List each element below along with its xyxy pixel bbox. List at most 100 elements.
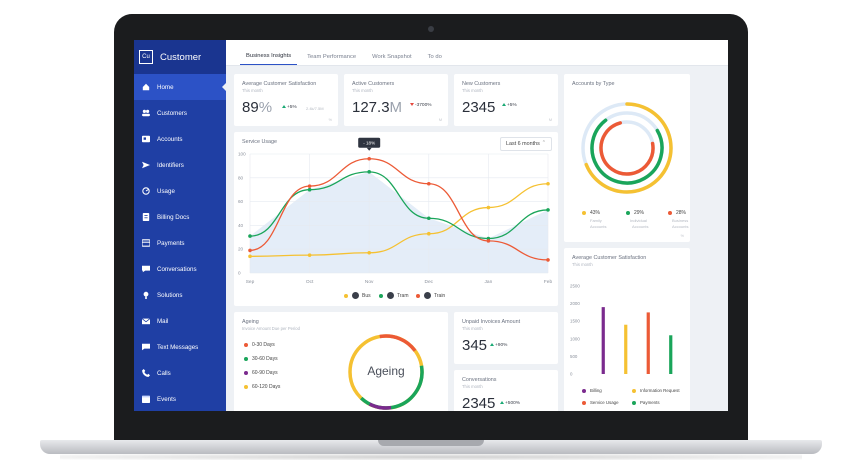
sidebar-item-payments[interactable]: Payments: [134, 230, 226, 256]
y-tick-label: 1500: [570, 319, 580, 324]
legend-train[interactable]: Train: [416, 292, 445, 299]
ring-business: [599, 120, 655, 176]
legend-bus[interactable]: Bus: [344, 292, 371, 299]
tab-work-snapshot[interactable]: Work Snapshot: [372, 54, 412, 60]
y-tick-label: 2000: [570, 301, 580, 306]
sidebar-item-label: Home: [157, 83, 174, 91]
kpi-value: 127.3M: [352, 99, 403, 116]
legend-dot: [416, 293, 420, 298]
tram-icon: [387, 292, 394, 299]
sidebar-item-usage[interactable]: Usage: [134, 178, 226, 204]
range-dropdown[interactable]: Last 6 months ⌃: [500, 137, 552, 151]
ageing-legend-30-60: 30-60 Days: [244, 356, 278, 362]
accounts-by-type-card[interactable]: Accounts by Type 43% Family Accounts 29%…: [564, 74, 690, 242]
sidebar-item-home[interactable]: Home: [134, 74, 226, 100]
card-title: Average Customer Satisfaction: [242, 81, 317, 87]
service-usage-card[interactable]: Service Usage Last 6 months ⌃ 100 80 60 40 20…: [234, 132, 558, 306]
data-point-bus: [486, 205, 491, 210]
data-point-tram: [248, 234, 252, 238]
card-subtitle: This month: [352, 88, 373, 93]
tab-team-performance[interactable]: Team Performance: [307, 54, 357, 60]
arrow-up-icon: [500, 401, 504, 404]
card-subtitle: This month: [462, 326, 483, 331]
legend-tram[interactable]: Tram: [379, 292, 408, 299]
sidebar-item-label: Identifiers: [157, 161, 184, 169]
card-corner-unit: %: [328, 118, 332, 122]
avg-satisfaction-bar-chart: 2500 2000 1500 1000 500 0: [570, 284, 673, 377]
x-tick-label: Dec: [425, 279, 434, 285]
x-tick-label: Nov: [365, 279, 374, 285]
sidebar-item-events[interactable]: Events: [134, 386, 226, 411]
sidebar-item-conversations[interactable]: Conversations: [134, 256, 226, 282]
conversations-card[interactable]: Conversations This month 2345 +500%: [454, 370, 558, 411]
card-title: Unpaid Invoices Amount: [462, 319, 521, 325]
y-tick-label: 80: [238, 175, 244, 180]
bar-legend-service-usage: Service Usage: [582, 400, 619, 405]
account-type-family: 43%: [582, 210, 600, 216]
sidebar-item-text-messages[interactable]: Text Messages: [134, 334, 226, 360]
sidebar-item-calls[interactable]: Calls: [134, 360, 226, 386]
phone-icon: [142, 369, 150, 377]
legend-dot: [582, 400, 586, 405]
message-icon: [142, 343, 150, 351]
service-usage-chart: 100 80 60 40 20 0 Sep Oct Nov Dec Jan Feb - 18%: [238, 137, 553, 285]
legend-dot: [582, 211, 586, 215]
kpi-new-card[interactable]: New Customers This month 2345 +5% M: [454, 74, 558, 126]
ageing-donut: [348, 334, 424, 410]
card-title: Average Customer Satisfaction: [572, 255, 647, 261]
ageing-card[interactable]: Ageing Invoice Amount Due per Period 0-3…: [234, 312, 448, 411]
legend-dot: [632, 388, 636, 393]
ageing-arc-purple: [348, 334, 424, 410]
sidebar-item-label: Mail: [157, 317, 169, 325]
y-tick-label: 60: [238, 199, 244, 204]
data-point-tram: [307, 187, 312, 192]
chart-tooltip-text: - 18%: [363, 140, 375, 145]
brand[interactable]: Cu Customer: [134, 40, 226, 74]
kpi-delta: +90%: [490, 343, 507, 348]
laptop-shadow: [60, 454, 802, 460]
legend-dot: [668, 211, 672, 215]
y-tick-label: 0: [238, 271, 241, 276]
sidebar-item-label: Usage: [157, 187, 175, 195]
credit-card-icon: [142, 239, 150, 247]
laptop-notch: [378, 440, 484, 446]
ageing-center-label: Ageing: [367, 364, 405, 378]
unpaid-invoices-card[interactable]: Unpaid Invoices Amount This month 345 +9…: [454, 312, 558, 364]
sidebar-item-label: Payments: [157, 239, 185, 247]
kpi-active-card[interactable]: Active Customers This month 127.3M -3700…: [344, 74, 448, 126]
tab-to-do[interactable]: To do: [427, 54, 442, 60]
kpi-delta: +5%: [282, 105, 297, 110]
ageing-legend-60-120: 60-120 Days: [244, 384, 280, 390]
sidebar-item-billing-docs[interactable]: Billing Docs: [134, 204, 226, 230]
legend-dot: [244, 343, 248, 347]
kpi-delta: +500%: [500, 401, 520, 406]
data-point-bus: [307, 253, 312, 257]
sidebar-item-mail[interactable]: Mail: [134, 308, 226, 334]
avg-satisfaction-bars-card[interactable]: Average Customer Satisfaction This month…: [564, 248, 690, 411]
sidebar-item-label: Accounts: [157, 135, 183, 143]
data-point-train: [427, 181, 431, 186]
arrow-up-icon: [282, 105, 286, 108]
data-point-train: [248, 248, 252, 253]
sidebar-item-label: Solutions: [157, 291, 183, 299]
sidebar-item-identifiers[interactable]: Identifiers: [134, 152, 226, 178]
account-type-label: Individual: [630, 218, 647, 223]
x-tick-label: Feb: [544, 279, 553, 285]
ring-individual: [590, 111, 664, 185]
send-icon: [142, 161, 150, 169]
sidebar-item-accounts[interactable]: Accounts: [134, 126, 226, 152]
sidebar-item-solutions[interactable]: Solutions: [134, 282, 226, 308]
legend-dot: [344, 293, 348, 298]
legend-dot: [244, 385, 248, 389]
data-point-bus: [367, 250, 371, 255]
card-corner-unit: M: [438, 118, 442, 122]
webcam: [428, 26, 434, 32]
tab-business-insights[interactable]: Business Insights: [240, 53, 298, 65]
card-title: Service Usage: [242, 139, 278, 145]
sidebar-item-label: Customers: [157, 109, 187, 117]
kpi-satisfaction-card[interactable]: Average Customer Satisfaction This month…: [234, 74, 338, 126]
arrow-down-icon: [410, 103, 414, 106]
y-tick-label: 100: [238, 152, 246, 157]
ring-family: [581, 102, 673, 194]
sidebar-item-customers[interactable]: Customers: [134, 100, 226, 126]
